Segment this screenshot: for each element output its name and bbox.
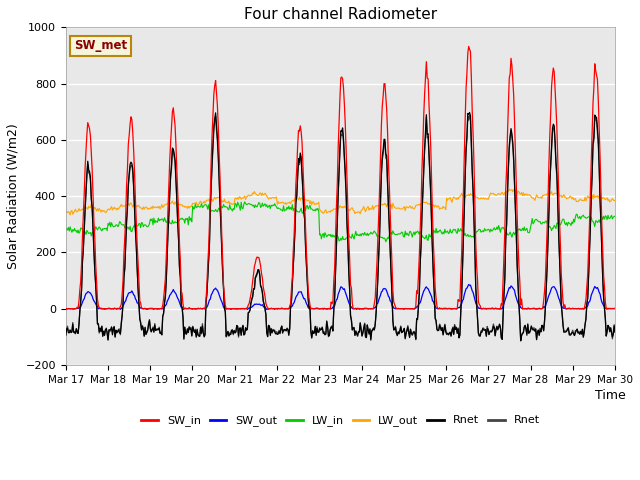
X-axis label: Time: Time [595, 389, 626, 402]
Title: Four channel Radiometer: Four channel Radiometer [244, 7, 437, 22]
Legend: SW_in, SW_out, LW_in, LW_out, Rnet, Rnet: SW_in, SW_out, LW_in, LW_out, Rnet, Rnet [137, 411, 544, 431]
Text: SW_met: SW_met [74, 39, 127, 52]
Y-axis label: Solar Radiation (W/m2): Solar Radiation (W/m2) [7, 123, 20, 269]
